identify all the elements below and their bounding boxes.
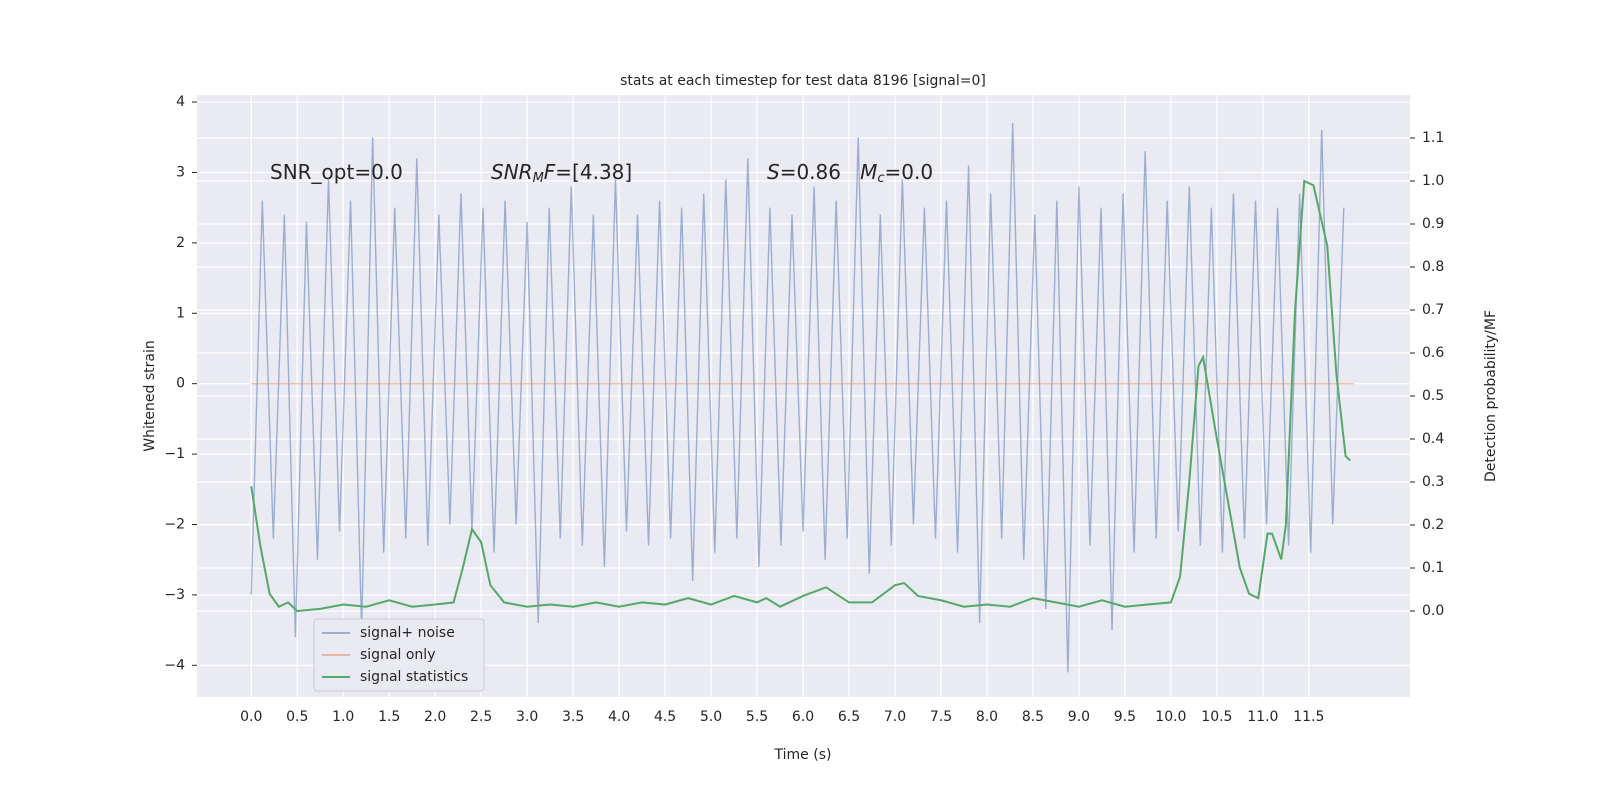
y-tick-label: 4 xyxy=(176,94,185,110)
annotation-part: =[4.38] xyxy=(555,160,632,184)
legend: signal+ noise signal only signal statistic… xyxy=(313,618,485,692)
x-tick-label: 6.5 xyxy=(838,709,860,725)
y-tick-label: 1 xyxy=(176,305,185,321)
chart-title: stats at each timestep for test data 819… xyxy=(620,73,986,89)
annotation-part: SNR xyxy=(491,160,533,184)
x-axis-label: Time (s) xyxy=(774,747,832,763)
annotation-part: SNR_opt=0.0 xyxy=(270,160,403,184)
y-tick-label: −4 xyxy=(164,657,185,673)
y2-tick-label: 0.4 xyxy=(1422,431,1444,447)
y2-tick-label: 0.2 xyxy=(1422,517,1444,533)
x-tick-label: 11.5 xyxy=(1293,709,1324,725)
y2-tick-label: 0.0 xyxy=(1422,603,1444,619)
annotation-part: F xyxy=(544,160,556,184)
x-tick-label: 10.0 xyxy=(1155,709,1186,725)
x-tick-label: 4.0 xyxy=(608,709,630,725)
grid xyxy=(197,95,1410,697)
x-tick-label: 1.5 xyxy=(378,709,400,725)
y2-tick-label: 0.8 xyxy=(1422,259,1444,275)
y2-tick-label: 0.5 xyxy=(1422,388,1444,404)
x-tick-label: 8.0 xyxy=(976,709,998,725)
legend-label: signal only xyxy=(360,647,435,663)
annotation-part: c xyxy=(877,171,884,186)
y2-tick-label: 0.6 xyxy=(1422,345,1444,361)
x-tick-label: 7.5 xyxy=(930,709,952,725)
y-tick-label: 2 xyxy=(176,235,185,251)
x-tick-label: 6.0 xyxy=(792,709,814,725)
x-tick-label: 2.5 xyxy=(470,709,492,725)
annotation: SNRMF=[4.38] xyxy=(491,160,632,186)
y2-tick-label: 0.3 xyxy=(1422,474,1444,490)
annotation: S=0.86 Mc=0.0 xyxy=(767,160,933,186)
annotation: SNR_opt=0.0 xyxy=(270,160,403,184)
y2-axis-label: Detection probability/MF xyxy=(1483,310,1499,482)
x-tick-label: 9.0 xyxy=(1068,709,1090,725)
y2-tick-label: 0.9 xyxy=(1422,216,1444,232)
y-tick-label: 0 xyxy=(176,376,185,392)
legend-box xyxy=(313,618,485,692)
x-tick-label: 5.5 xyxy=(746,709,768,725)
annotation-part: =0.86 xyxy=(780,160,860,184)
y-tick-label: −2 xyxy=(164,516,185,532)
legend-label: signal+ noise xyxy=(360,625,455,641)
annotation-part: S xyxy=(767,160,780,184)
annotation-part: =0.0 xyxy=(885,160,934,184)
annotation-part: M xyxy=(860,160,877,184)
plot xyxy=(250,123,1354,673)
y2-tick-label: 0.7 xyxy=(1422,302,1444,318)
y-tick-label: −3 xyxy=(164,587,185,603)
x-tick-label: 4.5 xyxy=(654,709,676,725)
legend-label: signal statistics xyxy=(360,669,468,685)
y2-tick-label: 0.1 xyxy=(1422,560,1444,576)
annotations: SNR_opt=0.0 SNRMF=[4.38] S=0.86 Mc=0.0 xyxy=(270,160,933,186)
x-tick-label: 2.0 xyxy=(424,709,446,725)
x-tick-label: 5.0 xyxy=(700,709,722,725)
x-tick-label: 9.5 xyxy=(1114,709,1136,725)
annotation-part: M xyxy=(533,171,544,186)
series-line xyxy=(250,179,1351,613)
x-tick-label: 1.0 xyxy=(332,709,354,725)
y-tick-label: −1 xyxy=(164,446,185,462)
x-tick-label: 0.0 xyxy=(240,709,262,725)
x-tick-label: 10.5 xyxy=(1201,709,1232,725)
x-tick-label: 3.0 xyxy=(516,709,538,725)
x-tick-label: 11.0 xyxy=(1247,709,1278,725)
x-tick-label: 7.0 xyxy=(884,709,906,725)
series-line xyxy=(250,123,1345,673)
x-tick-label: 8.5 xyxy=(1022,709,1044,725)
x-tick-label: 0.5 xyxy=(286,709,308,725)
y-tick-label: 3 xyxy=(176,164,185,180)
x-tick-label: 3.5 xyxy=(562,709,584,725)
y-axis-label: Whitened strain xyxy=(142,340,158,451)
y2-tick-label: 1.1 xyxy=(1422,130,1444,146)
y2-tick-label: 1.0 xyxy=(1422,173,1444,189)
